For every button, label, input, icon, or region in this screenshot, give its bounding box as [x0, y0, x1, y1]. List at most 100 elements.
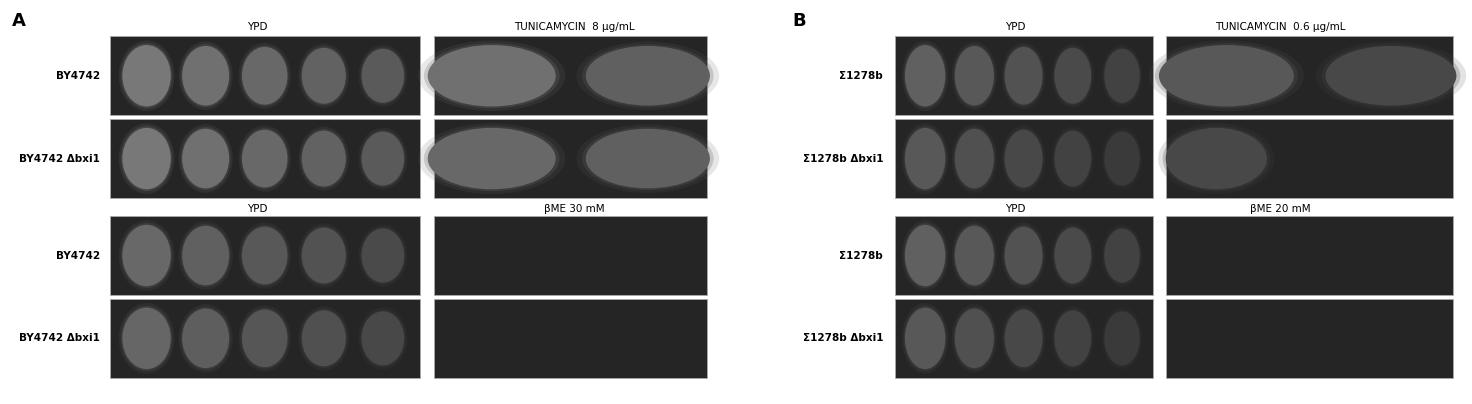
- Ellipse shape: [121, 43, 172, 108]
- Text: YPD: YPD: [1005, 204, 1026, 214]
- Ellipse shape: [361, 310, 405, 367]
- Ellipse shape: [362, 229, 405, 282]
- Ellipse shape: [902, 220, 948, 291]
- Ellipse shape: [1002, 42, 1045, 109]
- Ellipse shape: [1158, 45, 1294, 107]
- Bar: [895, 216, 1153, 295]
- Ellipse shape: [1051, 44, 1094, 108]
- Ellipse shape: [1163, 126, 1270, 191]
- Ellipse shape: [119, 123, 174, 194]
- Ellipse shape: [581, 127, 714, 190]
- Ellipse shape: [954, 224, 995, 287]
- Text: Σ1278b Δbxi1: Σ1278b Δbxi1: [802, 154, 883, 164]
- Ellipse shape: [1054, 226, 1092, 285]
- Ellipse shape: [178, 221, 233, 290]
- Ellipse shape: [300, 46, 347, 105]
- Ellipse shape: [904, 43, 946, 108]
- Ellipse shape: [1004, 47, 1042, 105]
- Bar: [1166, 36, 1453, 115]
- Ellipse shape: [238, 125, 291, 192]
- Ellipse shape: [1325, 46, 1456, 105]
- Bar: [434, 216, 707, 295]
- Text: TUNICAMYCIN  0.6 μg/mL: TUNICAMYCIN 0.6 μg/mL: [1216, 22, 1345, 32]
- Ellipse shape: [1101, 307, 1142, 369]
- Ellipse shape: [181, 224, 231, 287]
- Ellipse shape: [122, 128, 171, 189]
- Text: Σ1278b: Σ1278b: [839, 250, 883, 261]
- Ellipse shape: [586, 46, 710, 105]
- Text: BY4742 Δbxi1: BY4742 Δbxi1: [19, 333, 100, 343]
- Ellipse shape: [1166, 128, 1267, 189]
- Ellipse shape: [1322, 44, 1460, 107]
- Ellipse shape: [362, 132, 405, 185]
- Ellipse shape: [240, 225, 289, 286]
- Ellipse shape: [1054, 227, 1091, 284]
- Ellipse shape: [586, 129, 710, 188]
- Ellipse shape: [358, 225, 408, 286]
- Ellipse shape: [1104, 229, 1139, 282]
- Ellipse shape: [238, 222, 291, 289]
- Ellipse shape: [418, 123, 565, 194]
- Ellipse shape: [362, 49, 405, 103]
- Ellipse shape: [902, 123, 948, 194]
- Ellipse shape: [952, 304, 997, 372]
- Ellipse shape: [577, 124, 720, 193]
- Ellipse shape: [299, 306, 349, 370]
- Ellipse shape: [1148, 40, 1304, 111]
- Ellipse shape: [1101, 128, 1142, 189]
- Ellipse shape: [428, 128, 556, 189]
- Ellipse shape: [358, 307, 408, 369]
- Ellipse shape: [1002, 305, 1045, 372]
- Text: Σ1278b Δbxi1: Σ1278b Δbxi1: [802, 333, 883, 343]
- Ellipse shape: [577, 42, 720, 110]
- Ellipse shape: [358, 45, 408, 107]
- Ellipse shape: [1054, 130, 1091, 187]
- Ellipse shape: [1104, 49, 1139, 103]
- Ellipse shape: [181, 44, 231, 107]
- Ellipse shape: [122, 45, 171, 107]
- Ellipse shape: [300, 309, 347, 368]
- Ellipse shape: [1004, 130, 1042, 187]
- Ellipse shape: [178, 124, 233, 193]
- Ellipse shape: [954, 307, 995, 370]
- Bar: [110, 36, 420, 115]
- Ellipse shape: [1054, 310, 1091, 366]
- Ellipse shape: [119, 220, 174, 291]
- Ellipse shape: [1051, 223, 1094, 288]
- Ellipse shape: [1051, 306, 1094, 370]
- Text: YPD: YPD: [1005, 22, 1026, 32]
- Ellipse shape: [183, 46, 230, 105]
- Ellipse shape: [1004, 45, 1044, 106]
- Bar: [895, 119, 1153, 198]
- Ellipse shape: [904, 306, 946, 371]
- Ellipse shape: [122, 307, 171, 369]
- Ellipse shape: [181, 307, 231, 370]
- Ellipse shape: [1316, 42, 1466, 110]
- Ellipse shape: [1004, 225, 1044, 286]
- Text: βME 20 mM: βME 20 mM: [1250, 204, 1312, 214]
- Ellipse shape: [952, 221, 997, 290]
- Ellipse shape: [1004, 227, 1042, 284]
- Ellipse shape: [302, 130, 346, 187]
- Ellipse shape: [1002, 222, 1045, 289]
- Ellipse shape: [1103, 310, 1141, 367]
- Ellipse shape: [1054, 46, 1092, 105]
- Ellipse shape: [955, 226, 994, 285]
- Ellipse shape: [238, 305, 291, 372]
- Ellipse shape: [361, 130, 405, 187]
- Ellipse shape: [1051, 126, 1094, 191]
- Ellipse shape: [1054, 309, 1092, 368]
- Ellipse shape: [240, 128, 289, 189]
- Ellipse shape: [302, 227, 346, 284]
- Bar: [895, 36, 1153, 115]
- Text: A: A: [12, 12, 25, 30]
- Ellipse shape: [119, 303, 174, 374]
- Ellipse shape: [240, 308, 289, 369]
- Ellipse shape: [1103, 130, 1141, 187]
- Ellipse shape: [424, 126, 559, 191]
- Ellipse shape: [905, 45, 945, 107]
- Ellipse shape: [1103, 47, 1141, 104]
- Ellipse shape: [241, 47, 287, 105]
- Ellipse shape: [955, 129, 994, 188]
- Ellipse shape: [121, 223, 172, 288]
